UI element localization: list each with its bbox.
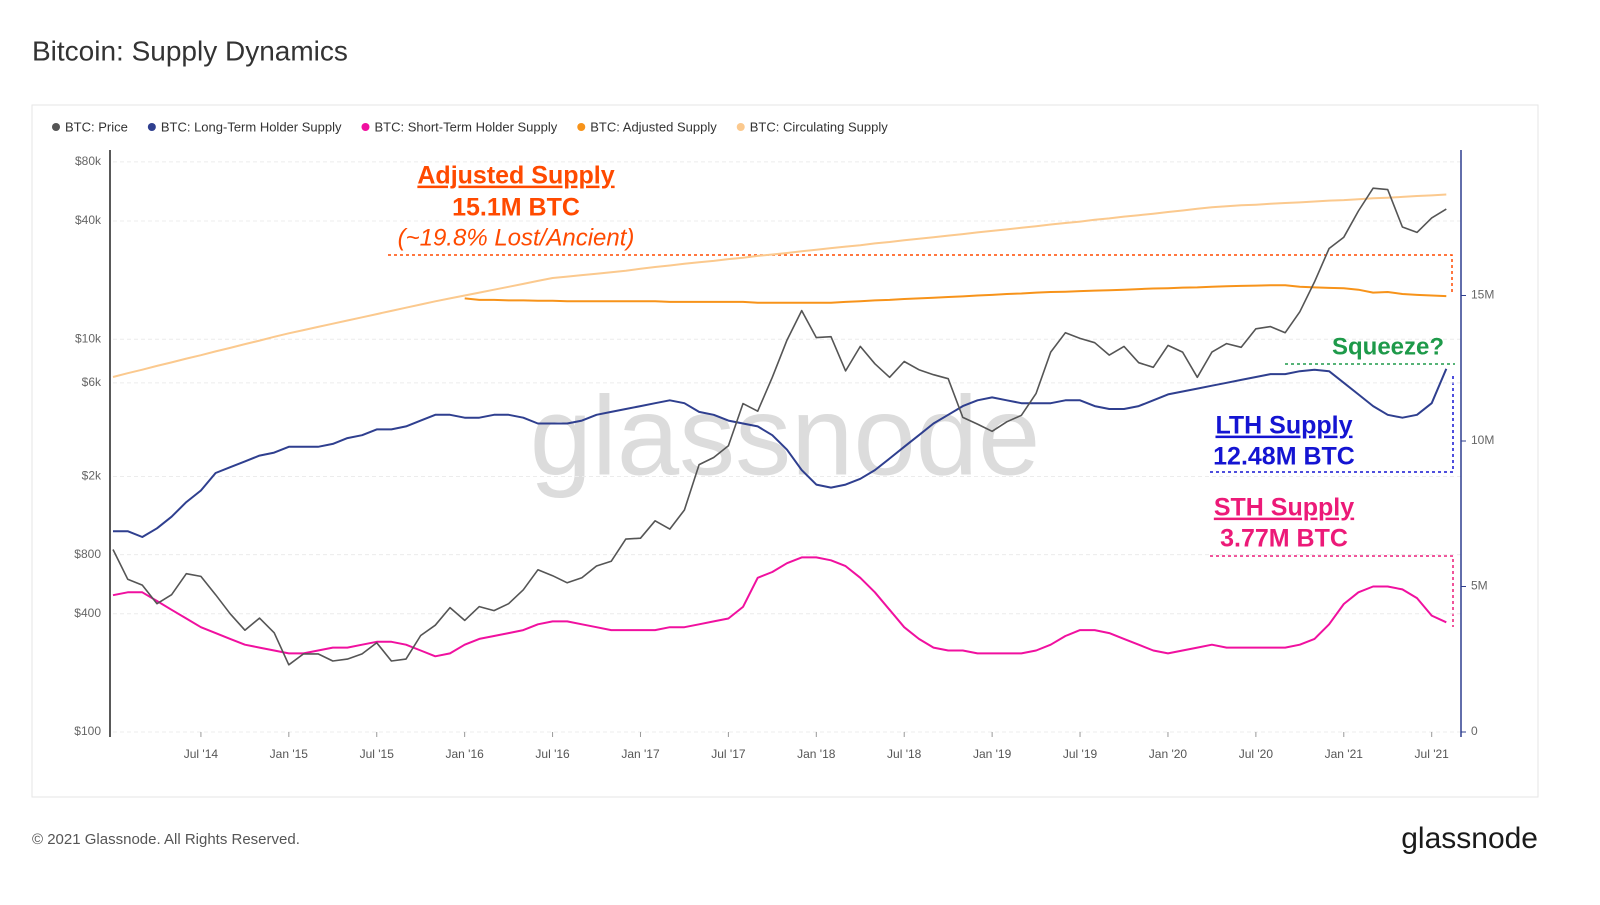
series-line [464, 284, 1447, 304]
annotation: 12.48M BTC [1213, 443, 1355, 471]
y-tick-label: $2k [82, 469, 102, 483]
footer: © 2021 Glassnode. All Rights Reserved. [32, 831, 300, 848]
legend-marker [736, 123, 745, 131]
x-tick-label: Jul '19 [1063, 747, 1098, 761]
legend-marker [361, 123, 370, 131]
y2-tick-label: 5M [1471, 579, 1488, 593]
series-line [113, 368, 1448, 538]
annotation: Adjusted Supply [417, 162, 614, 190]
page-title: Bitcoin: Supply Dynamics [32, 35, 348, 66]
guide-lines [388, 254, 1455, 627]
y-tick-label: $800 [74, 547, 101, 561]
x-tick-label: Jan '15 [270, 747, 309, 761]
x-tick-label: Jan '20 [1149, 747, 1188, 761]
x-tick-label: Jan '16 [445, 747, 484, 761]
x-tick-label: Jul '17 [711, 747, 746, 761]
x-tick-label: Jul '16 [535, 747, 570, 761]
legend-marker [577, 123, 586, 131]
x-tick-label: Jul '18 [887, 747, 922, 761]
adjusted-guide [388, 254, 1453, 295]
x-tick-label: Jul '15 [360, 747, 395, 761]
annotation: 15.1M BTC [452, 194, 580, 222]
legend-label: BTC: Long-Term Holder Supply [161, 119, 342, 134]
y-tick-label: $40k [75, 213, 102, 227]
chart-frame [31, 104, 1539, 798]
y-tick-label: $400 [74, 606, 101, 620]
y-tick-label: $100 [74, 724, 101, 738]
x-tick-label: Jul '21 [1415, 747, 1450, 761]
legend-marker [52, 123, 60, 131]
x-tick-label: Jul '20 [1239, 747, 1274, 761]
y-tick-label: $10k [75, 331, 102, 345]
sth-guide [1210, 555, 1454, 627]
x-tick-label: Jan '18 [797, 747, 836, 761]
series-line [112, 193, 1447, 378]
legend-label: BTC: Short-Term Holder Supply [374, 119, 557, 134]
watermark: glassnode [530, 374, 1041, 499]
y-tick-label: $6k [82, 375, 102, 389]
annotation: LTH Supply [1215, 412, 1352, 440]
y-tick-label: $80k [75, 154, 102, 168]
series-line [112, 187, 1447, 666]
legend-label: BTC: Price [65, 119, 128, 134]
x-tick-label: Jul '14 [184, 747, 219, 761]
annotation: (~19.8% Lost/Ancient) [398, 224, 635, 251]
legend-label: BTC: Adjusted Supply [590, 119, 717, 134]
legend-marker [147, 123, 156, 131]
lth-guide [1210, 375, 1454, 473]
x-tick-label: Jan '17 [621, 747, 660, 761]
series-line [112, 556, 1447, 658]
logo: glassnode [1401, 822, 1538, 855]
x-tick-label: Jan '19 [973, 747, 1012, 761]
legend-label: BTC: Circulating Supply [750, 119, 888, 134]
annotation: Squeeze? [1332, 333, 1444, 360]
y2-tick-label: 10M [1471, 433, 1494, 447]
y2-tick-label: 0 [1471, 724, 1478, 738]
annotation: 3.77M BTC [1220, 525, 1348, 553]
annotation: STH Supply [1214, 494, 1354, 522]
y2-tick-label: 15M [1471, 288, 1494, 302]
x-tick-label: Jan '21 [1325, 747, 1364, 761]
